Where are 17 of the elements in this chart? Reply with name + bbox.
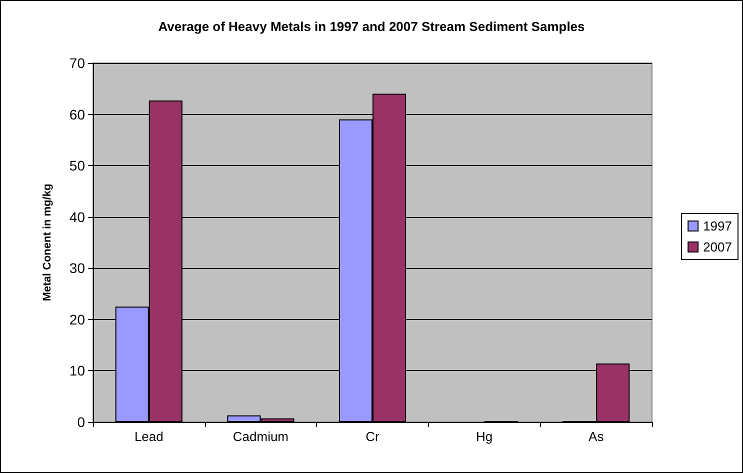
x-tick-label: Cadmium bbox=[232, 429, 289, 444]
y-tick-label: 70 bbox=[69, 55, 86, 71]
y-axis-title: Metal Conent in mg/kg bbox=[42, 184, 54, 302]
legend-label: 1997 bbox=[703, 218, 732, 234]
y-tick-label: 20 bbox=[69, 311, 86, 328]
legend-label: 2007 bbox=[703, 240, 732, 254]
y-tick-label: 0 bbox=[77, 414, 86, 430]
y-tick-label: 30 bbox=[69, 260, 86, 276]
y-tick-label: 40 bbox=[69, 208, 86, 225]
y-tick-label: 60 bbox=[69, 106, 86, 122]
x-tick-label: As bbox=[588, 429, 604, 444]
x-tick-label: Lead bbox=[134, 429, 164, 444]
chart-title: Average of Heavy Metals in 1997 and 2007 Stream Sediment Samples bbox=[158, 19, 585, 34]
x-tick-label: Hg bbox=[476, 429, 493, 444]
x-tick-label: Cr bbox=[366, 429, 380, 444]
y-tick-label: 50 bbox=[69, 158, 86, 174]
y-tick-label: 10 bbox=[69, 362, 86, 379]
